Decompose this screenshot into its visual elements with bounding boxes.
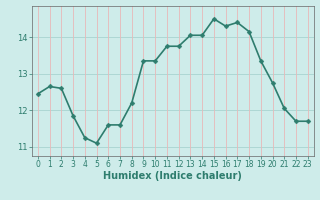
X-axis label: Humidex (Indice chaleur): Humidex (Indice chaleur) xyxy=(103,171,242,181)
